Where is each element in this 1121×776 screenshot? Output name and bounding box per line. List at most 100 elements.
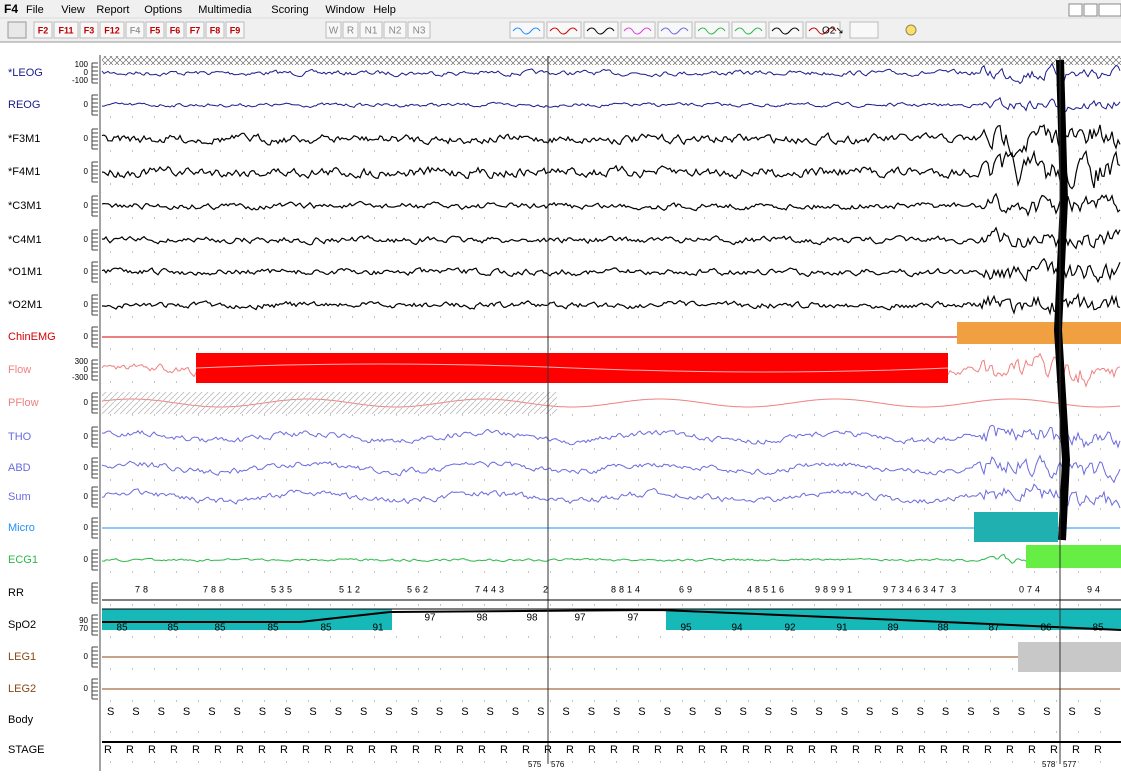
scale-label: 0 xyxy=(84,652,89,661)
stage-button[interactable] xyxy=(383,21,407,39)
tool-icon xyxy=(660,27,689,35)
spo2-value: 85 xyxy=(1092,623,1104,634)
scale-ruler xyxy=(91,392,98,414)
tool-button[interactable] xyxy=(849,21,879,39)
body-mark: S xyxy=(284,706,291,718)
waveform xyxy=(101,226,1121,250)
stage-mark: R xyxy=(126,744,134,756)
menu-item[interactable]: Multimedia xyxy=(198,4,252,16)
stage-mark: R xyxy=(654,744,662,756)
key-button[interactable] xyxy=(33,21,53,39)
scale-label: 70 xyxy=(79,624,88,633)
stage-mark: R xyxy=(632,744,640,756)
stage-mark: R xyxy=(302,744,310,756)
tool-button[interactable] xyxy=(509,21,545,39)
body-mark: S xyxy=(158,706,165,718)
menu-item[interactable]: Scoring xyxy=(271,4,308,16)
scale-ruler xyxy=(91,678,98,700)
waveform xyxy=(102,96,1121,113)
tool-icon xyxy=(697,27,726,35)
tool-button[interactable] xyxy=(731,21,767,39)
spo2-value: 85 xyxy=(267,623,279,634)
spo2-value: 91 xyxy=(372,623,384,634)
menu-item[interactable]: Options xyxy=(144,4,182,16)
channel-label: Micro xyxy=(8,522,35,534)
key-button[interactable] xyxy=(79,21,99,39)
tool-button[interactable] xyxy=(546,21,582,39)
waveform xyxy=(102,292,1121,316)
stage-mark: R xyxy=(852,744,860,756)
tool-button[interactable] xyxy=(657,21,693,39)
key-button[interactable] xyxy=(205,21,225,39)
stage-button[interactable] xyxy=(359,21,383,39)
tool-button[interactable] xyxy=(694,21,730,39)
key-button[interactable] xyxy=(53,21,79,39)
rr-label: 562 xyxy=(407,584,431,594)
close[interactable] xyxy=(1098,3,1121,17)
stage-mark: R xyxy=(214,744,222,756)
body-mark: S xyxy=(461,706,468,718)
stage-mark: R xyxy=(1050,744,1058,756)
stage-mark: R xyxy=(742,744,750,756)
body-mark: S xyxy=(562,706,569,718)
scale-label: 300 xyxy=(75,357,89,366)
open-button[interactable] xyxy=(7,21,27,39)
rr-label: 48516 xyxy=(747,584,787,594)
stage-button[interactable] xyxy=(325,21,342,39)
key-button[interactable] xyxy=(145,21,165,39)
key-button[interactable] xyxy=(165,21,185,39)
channel-label: *C4M1 xyxy=(8,234,42,246)
body-mark: S xyxy=(234,706,241,718)
key-button[interactable] xyxy=(125,21,145,39)
body-mark: S xyxy=(638,706,645,718)
scale-label: 0 xyxy=(84,332,89,341)
spo2-value: 88 xyxy=(937,623,949,634)
scale-ruler xyxy=(91,94,98,116)
tool-button[interactable] xyxy=(620,21,656,39)
o2-button[interactable]: O2↘ xyxy=(822,26,844,37)
key-button[interactable] xyxy=(185,21,205,39)
body-mark: S xyxy=(714,706,721,718)
waveform xyxy=(101,454,1121,484)
body-mark: S xyxy=(866,706,873,718)
scale-ruler xyxy=(91,359,98,381)
scale-label: -100 xyxy=(72,76,89,85)
key-button[interactable] xyxy=(99,21,125,39)
menu-item[interactable]: Window xyxy=(325,4,364,16)
rr-label: 512 xyxy=(339,584,363,594)
scale-label: 0 xyxy=(84,365,89,374)
minimize[interactable] xyxy=(1068,3,1083,17)
rr-label: 074 xyxy=(1019,584,1043,594)
menu-item[interactable]: Help xyxy=(373,4,396,16)
tool-button[interactable] xyxy=(768,21,804,39)
menu-item[interactable]: View xyxy=(61,4,85,16)
menu-item[interactable]: File xyxy=(26,4,44,16)
stage-button[interactable] xyxy=(342,21,359,39)
scale-label: 0 xyxy=(84,492,89,501)
stage-button[interactable] xyxy=(407,21,431,39)
tool-button[interactable] xyxy=(805,21,841,39)
stage-mark: R xyxy=(984,744,992,756)
body-mark: S xyxy=(259,706,266,718)
spo2-band xyxy=(102,609,392,630)
epoch-number: 577 xyxy=(1063,760,1077,769)
scale-ruler xyxy=(91,614,98,636)
spo2-trace xyxy=(102,608,1121,631)
key-label: F5 xyxy=(150,25,161,35)
bulb-button[interactable] xyxy=(905,24,917,36)
stage-mark: R xyxy=(874,744,882,756)
epoch-number: 575 xyxy=(528,760,542,769)
tool-button[interactable] xyxy=(583,21,619,39)
key-button[interactable] xyxy=(225,21,245,39)
key-label: F9 xyxy=(230,25,241,35)
menu-item[interactable]: Report xyxy=(96,4,129,16)
restore[interactable] xyxy=(1083,3,1098,17)
scale-ruler xyxy=(91,62,98,84)
body-mark: S xyxy=(436,706,443,718)
body-mark: S xyxy=(183,706,190,718)
channel-label: REOG xyxy=(8,99,40,111)
stage-mark: R xyxy=(456,744,464,756)
body-mark: S xyxy=(1094,706,1101,718)
rr-label: 78 xyxy=(135,584,151,594)
